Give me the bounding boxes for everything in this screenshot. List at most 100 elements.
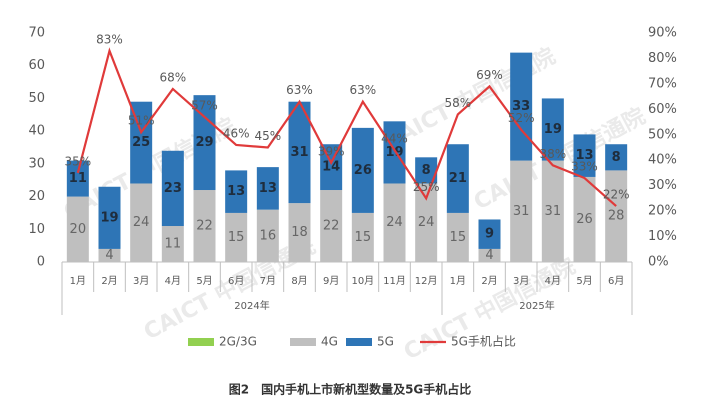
line-series <box>76 47 617 207</box>
bar <box>351 127 374 213</box>
bar-value-label: 23 <box>164 181 182 196</box>
bar-value-label: 26 <box>354 163 372 178</box>
bar-value-label: 8 <box>422 163 431 178</box>
legend-swatch <box>346 338 372 346</box>
bar <box>573 134 596 177</box>
y-tick-label: 70 <box>28 26 45 41</box>
x-tick-label: 1月 <box>70 275 86 287</box>
line-value-label: 58% <box>444 96 471 110</box>
bar <box>161 226 184 262</box>
bar <box>605 144 628 171</box>
bar <box>256 209 279 262</box>
y2-tick-label: 50% <box>648 127 677 142</box>
x-tick-label: 7月 <box>260 275 276 287</box>
x-tick-label: 2月 <box>101 275 117 287</box>
bar <box>288 101 311 204</box>
line-value-label: 51% <box>128 114 155 128</box>
y-tick-label: 20 <box>28 189 45 204</box>
bar <box>161 150 184 227</box>
x-tick-label: 10月 <box>351 275 374 287</box>
y-tick-label: 50 <box>28 91 45 106</box>
x-tick-label: 5月 <box>196 275 212 287</box>
line-value-label: 38% <box>539 147 566 161</box>
bar-value-label: 11 <box>69 171 87 186</box>
line-value-label: 52% <box>508 111 535 125</box>
bar <box>415 183 438 262</box>
group-label: 2025年 <box>519 299 554 312</box>
bar-value-label: 9 <box>485 227 494 242</box>
bar-value-label: 8 <box>612 150 621 165</box>
bar <box>320 190 343 262</box>
bar-value-label: 19 <box>544 122 562 137</box>
line-value-label: 83% <box>96 32 123 46</box>
line-value-label: 35% <box>64 154 91 168</box>
bar-value-label: 4 <box>485 248 493 263</box>
line-value-label: 46% <box>223 126 250 140</box>
bar-value-label: 15 <box>450 230 467 245</box>
y2-tick-label: 60% <box>648 102 677 117</box>
bar-value-label: 4 <box>105 248 113 263</box>
bar-value-label: 15 <box>228 230 245 245</box>
bar <box>225 170 248 213</box>
y2-tick-label: 70% <box>648 76 677 91</box>
bar <box>383 183 406 262</box>
bar-value-label: 18 <box>291 225 308 240</box>
bar <box>446 212 469 262</box>
bar-value-label: 28 <box>608 209 625 224</box>
bar <box>193 190 216 262</box>
bar <box>351 212 374 262</box>
bar <box>446 144 469 213</box>
bar-value-label: 24 <box>133 215 150 230</box>
bar <box>510 160 533 262</box>
bar <box>130 183 153 262</box>
y2-tick-label: 20% <box>648 204 677 219</box>
line-value-label: 33% <box>571 160 598 174</box>
bar <box>130 101 153 184</box>
legend-label: 4G <box>321 335 338 349</box>
y2-tick-label: 40% <box>648 153 677 168</box>
x-tick-label: 4月 <box>545 275 561 287</box>
y2-tick-label: 10% <box>648 229 677 244</box>
x-tick-label: 1月 <box>450 275 466 287</box>
bar <box>478 248 501 262</box>
bar <box>66 160 89 197</box>
bar <box>320 144 343 191</box>
y-tick-label: 60 <box>28 58 45 73</box>
bar-value-label: 31 <box>513 204 530 219</box>
x-tick-label: 9月 <box>323 275 339 287</box>
bar-value-label: 19 <box>385 145 403 160</box>
bar-value-label: 22 <box>323 219 340 234</box>
line-value-label: 68% <box>159 70 186 84</box>
bar-value-label: 26 <box>576 212 593 227</box>
legend-swatch <box>290 338 316 346</box>
line-value-label: 25% <box>413 180 440 194</box>
bar-value-label: 24 <box>386 215 403 230</box>
bar-value-label: 13 <box>575 148 593 163</box>
legend-label: 5G手机占比 <box>451 334 516 349</box>
y-tick-label: 0 <box>37 255 45 270</box>
y2-tick-label: 90% <box>648 26 677 41</box>
line-value-label: 44% <box>381 132 408 146</box>
bar <box>98 248 121 262</box>
bar <box>541 160 564 262</box>
x-tick-label: 2月 <box>481 275 497 287</box>
y-tick-label: 30 <box>28 156 45 171</box>
bar-value-label: 16 <box>260 228 277 243</box>
line-value-label: 69% <box>476 68 503 82</box>
bar <box>541 98 564 161</box>
y-tick-label: 40 <box>28 124 45 139</box>
x-tick-label: 8月 <box>291 275 307 287</box>
x-tick-label: 12月 <box>415 275 438 287</box>
bar-value-label: 25 <box>132 135 150 150</box>
bar-value-label: 33 <box>512 99 530 114</box>
x-tick-label: 6月 <box>228 275 244 287</box>
legend-label: 5G <box>377 335 394 349</box>
bar <box>510 52 533 161</box>
bar <box>98 186 121 249</box>
bar-value-label: 31 <box>545 204 562 219</box>
bar-value-label: 31 <box>290 145 308 160</box>
bar <box>478 219 501 249</box>
y2-tick-label: 30% <box>648 178 677 193</box>
y-tick-label: 10 <box>28 222 45 237</box>
